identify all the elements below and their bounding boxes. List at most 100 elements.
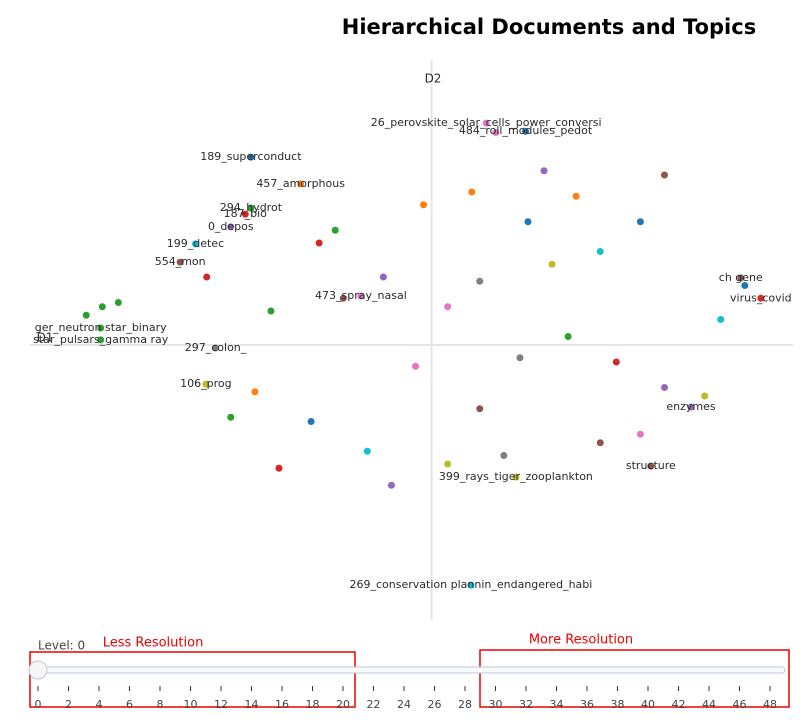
point[interactable] (636, 430, 644, 438)
point[interactable] (476, 277, 484, 285)
point[interactable] (757, 294, 765, 302)
point[interactable] (660, 171, 668, 179)
point-label: ger_neutron star_binary (35, 321, 167, 334)
point[interactable] (97, 324, 105, 332)
point[interactable] (548, 260, 556, 268)
point[interactable] (387, 481, 395, 489)
slider-tick-label: 14 (245, 698, 259, 711)
slider-tick-label: 36 (580, 698, 594, 711)
slider-tick-label: 46 (733, 698, 747, 711)
annotation-box (29, 651, 356, 708)
point-label: ch gene (719, 271, 763, 284)
point-label: structure (626, 459, 676, 472)
point[interactable] (307, 418, 315, 425)
point[interactable] (251, 388, 259, 396)
slider-handle[interactable] (28, 660, 48, 680)
slider-tick-label: 38 (611, 698, 625, 711)
point[interactable] (467, 581, 475, 589)
point[interactable] (331, 226, 339, 234)
point[interactable] (267, 307, 275, 315)
point[interactable] (275, 464, 283, 472)
point[interactable] (444, 303, 452, 311)
point[interactable] (227, 413, 235, 421)
point[interactable] (596, 248, 604, 255)
point[interactable] (717, 316, 725, 323)
point[interactable] (564, 333, 572, 340)
annotation: More Resolution (529, 633, 633, 648)
point-label: 554_mon (155, 255, 206, 268)
slider-tick-label: 28 (458, 698, 472, 711)
point[interactable] (176, 258, 184, 266)
point[interactable] (612, 358, 620, 366)
point[interactable] (737, 274, 745, 282)
point[interactable] (357, 292, 365, 300)
slider-tick-label: 40 (641, 698, 655, 711)
point[interactable] (315, 239, 323, 247)
point[interactable] (476, 405, 484, 413)
point[interactable] (420, 201, 428, 209)
point[interactable] (114, 299, 122, 306)
point[interactable] (363, 447, 371, 455)
point[interactable] (524, 218, 532, 226)
point[interactable] (572, 192, 580, 200)
point[interactable] (492, 129, 500, 136)
point[interactable] (596, 439, 604, 447)
point[interactable] (468, 188, 476, 196)
point[interactable] (522, 127, 530, 135)
point[interactable] (339, 294, 347, 302)
point[interactable] (97, 336, 105, 344)
point[interactable] (647, 462, 655, 470)
point[interactable] (540, 167, 548, 175)
slider-tick-label: 44 (702, 698, 716, 711)
slider-tick-label: 6 (126, 698, 133, 711)
slider-tick-label: 26 (428, 698, 442, 711)
slider-tick-label: 8 (157, 698, 164, 711)
point[interactable] (241, 210, 249, 218)
point[interactable] (660, 384, 668, 391)
slider-tick-label: 24 (397, 698, 411, 711)
slider-track[interactable] (29, 666, 786, 674)
point[interactable] (500, 452, 508, 459)
point[interactable] (412, 362, 420, 370)
point-label: virus_covid (730, 291, 792, 304)
slider-label: Level: 0 (38, 639, 85, 653)
point-label: 189_superconduct (200, 150, 302, 163)
point[interactable] (444, 460, 452, 468)
point[interactable] (191, 240, 199, 248)
point[interactable] (516, 354, 524, 362)
annotation: Less Resolution (103, 636, 204, 651)
chart-title: Hierarchical Documents and Topics (342, 15, 756, 39)
point[interactable] (82, 311, 90, 319)
slider-tick-label: 0 (35, 698, 42, 711)
point-label: enzymes (666, 400, 716, 413)
slider[interactable]: 0 2 4 6 8 10 12 14 16 18 20 22 24 26 28 30 32 34 36 38 40 42 4… (28, 660, 777, 711)
point[interactable] (636, 218, 644, 226)
point[interactable] (203, 273, 211, 281)
point[interactable] (701, 392, 709, 400)
point[interactable] (512, 473, 520, 481)
point[interactable] (482, 119, 490, 127)
point[interactable] (379, 273, 387, 281)
point[interactable] (297, 180, 305, 188)
slider-tick-label: 22 (367, 698, 381, 711)
slider-tick-label: 10 (184, 698, 198, 711)
slider-tick-label: 16 (275, 698, 289, 711)
point-label: 269_conservation plannin_endangered_habi (350, 578, 593, 591)
point[interactable] (212, 344, 220, 352)
point[interactable] (247, 204, 255, 212)
point[interactable] (202, 380, 210, 388)
slider-tick-label: 4 (96, 698, 103, 711)
point[interactable] (741, 282, 749, 289)
slider-tick-label: 48 (763, 698, 777, 711)
point[interactable] (227, 223, 235, 231)
point-label: 0_depos (208, 220, 254, 233)
point[interactable] (98, 303, 106, 311)
point-label: star_pulsars_gamma ray (33, 333, 169, 346)
slider-tick-label: 12 (214, 698, 228, 711)
point-label: 473_spray_nasal (315, 289, 407, 302)
point[interactable] (247, 153, 255, 161)
point-label: 26_perovskite_solar_cells_power_conversi (371, 116, 602, 129)
point[interactable] (687, 403, 695, 411)
slider-tick-label: 2 (65, 698, 72, 711)
slider-tick-label: 32 (519, 698, 533, 711)
